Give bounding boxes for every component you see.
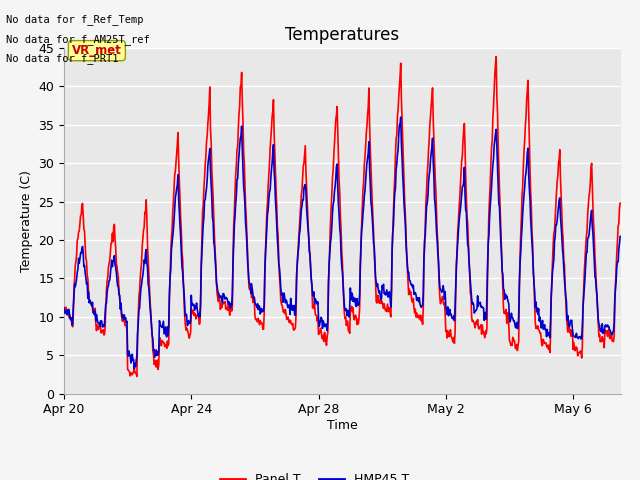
- Y-axis label: Temperature (C): Temperature (C): [20, 170, 33, 272]
- Title: Temperatures: Temperatures: [285, 25, 399, 44]
- Text: No data for f_AM25T_ref: No data for f_AM25T_ref: [6, 34, 150, 45]
- Legend: Panel T, HMP45 T: Panel T, HMP45 T: [215, 468, 414, 480]
- X-axis label: Time: Time: [327, 419, 358, 432]
- Text: No data for f_Ref_Temp: No data for f_Ref_Temp: [6, 14, 144, 25]
- Text: No data for f_PRT1: No data for f_PRT1: [6, 53, 119, 64]
- Text: VR_met: VR_met: [72, 44, 122, 57]
